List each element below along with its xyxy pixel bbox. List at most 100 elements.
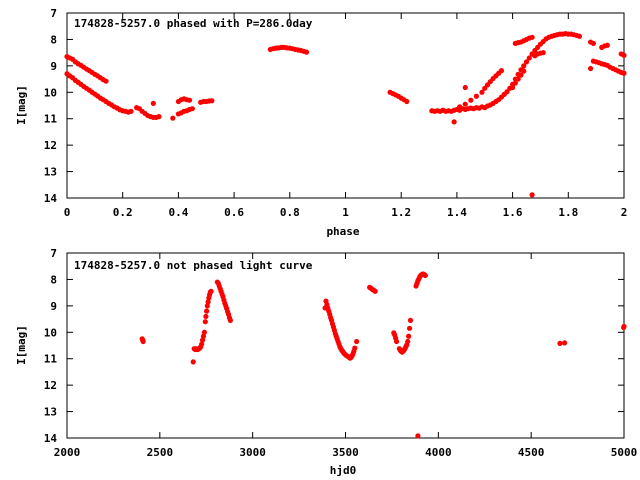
phased-data-point — [604, 42, 610, 48]
phased-plot-points — [64, 31, 627, 198]
unphased-data-point — [407, 317, 414, 323]
unphased-y-tick-label: 11 — [44, 353, 58, 366]
phased-data-point — [512, 80, 518, 86]
unphased-data-point — [322, 305, 328, 311]
phased-x-tick-label: 1.4 — [447, 206, 467, 219]
unphased-data-point — [201, 329, 207, 335]
phased-x-tick-label: 1.6 — [503, 206, 523, 219]
phased-y-tick-label: 11 — [44, 113, 58, 126]
unphased-data-point — [406, 325, 413, 331]
phased-data-point — [482, 85, 488, 91]
unphased-y-tick-label: 8 — [50, 273, 57, 286]
unphased-data-point — [561, 340, 568, 346]
unphased-data-point — [422, 272, 428, 279]
unphased-data-point — [372, 288, 378, 294]
phased-data-point — [303, 49, 310, 55]
phased-data-point — [509, 84, 516, 91]
unphased-data-point — [405, 338, 411, 345]
unphased-data-point — [140, 338, 146, 345]
unphased-x-tick-label: 2500 — [147, 446, 174, 459]
phased-data-point — [498, 68, 505, 74]
unphased-data-point — [352, 345, 358, 351]
phased-data-point — [521, 68, 527, 74]
phased-y-tick-label: 8 — [50, 33, 57, 46]
phased-data-point — [457, 104, 463, 110]
phased-data-point — [590, 40, 596, 46]
phased-data-point — [587, 65, 594, 72]
phased-y-tick-label: 13 — [44, 166, 57, 179]
phased-data-point — [462, 101, 468, 107]
unphased-data-point — [190, 359, 196, 365]
unphased-plot-x-axis-label: hjd0 — [330, 464, 357, 477]
phased-data-point — [515, 76, 521, 82]
unphased-x-tick-label: 3500 — [332, 446, 359, 459]
phased-data-point — [189, 106, 195, 112]
phased-data-point — [621, 70, 627, 76]
unphased-light-curve-panel: 2000 2500 3000 3500 4000 4500 5000 7 8 9 10 11 12 13 1… — [15, 247, 637, 477]
phased-plot-title: 174828-5257.0 phased with P=286.0day — [74, 17, 313, 30]
phased-data-point — [150, 100, 156, 106]
phased-data-point — [473, 93, 479, 99]
unphased-plot-frame — [66, 252, 625, 439]
phased-data-point — [156, 114, 162, 120]
phased-y-tick-label: 7 — [50, 7, 57, 20]
unphased-data-point — [354, 338, 360, 345]
unphased-data-point — [203, 313, 209, 320]
phased-data-point — [576, 33, 583, 39]
phased-x-tick-label: 2 — [621, 206, 628, 219]
phased-plot-ticks: 0 0.2 0.4 0.6 0.8 1 1.2 1.4 1.6 1.8 2 7 8 9 10 11 12 13 14 — [44, 7, 628, 219]
phased-data-point — [479, 89, 485, 95]
phased-x-tick-label: 0.6 — [224, 206, 244, 219]
unphased-x-tick-label: 2000 — [54, 446, 81, 459]
unphased-data-point — [415, 433, 421, 439]
phased-data-point — [540, 50, 546, 56]
phased-light-curve-panel: 0 0.2 0.4 0.6 0.8 1 1.2 1.4 1.6 1.8 2 7 8 9 10 11 12 13 14… — [15, 7, 627, 238]
phased-data-point — [404, 98, 410, 105]
unphased-data-point — [393, 338, 400, 345]
unphased-x-tick-label: 4500 — [518, 446, 545, 459]
phased-y-tick-label: 10 — [44, 86, 57, 99]
phased-data-point — [209, 98, 215, 104]
unphased-data-point — [208, 288, 214, 294]
unphased-x-tick-label: 3000 — [239, 446, 266, 459]
unphased-plot-y-axis-label: I[mag] — [15, 325, 28, 365]
phased-y-tick-label: 9 — [50, 60, 57, 73]
unphased-y-tick-label: 9 — [50, 300, 57, 313]
unphased-data-point — [204, 303, 210, 309]
phased-data-point — [103, 78, 109, 84]
phased-data-point — [128, 108, 134, 114]
unphased-y-tick-label: 7 — [50, 247, 57, 260]
phased-data-point — [451, 119, 457, 125]
unphased-data-point — [406, 333, 412, 339]
phased-data-point — [462, 84, 468, 91]
phased-x-tick-label: 0.8 — [280, 206, 300, 219]
phased-plot-y-axis-label: I[mag] — [15, 85, 28, 125]
phased-plot-frame — [66, 12, 625, 199]
phased-data-point — [186, 97, 193, 103]
unphased-x-tick-label: 5000 — [611, 446, 638, 459]
phased-x-tick-label: 0.2 — [113, 206, 133, 219]
unphased-y-tick-label: 13 — [44, 406, 57, 419]
phased-x-tick-label: 0 — [64, 206, 71, 219]
unphased-plot-points — [139, 271, 627, 439]
unphased-data-point — [200, 333, 207, 339]
unphased-data-point — [199, 341, 205, 347]
phased-data-point — [521, 63, 527, 69]
phased-x-tick-label: 1.8 — [558, 206, 578, 219]
phased-data-point — [621, 52, 627, 58]
phased-data-point — [170, 115, 176, 121]
unphased-plot-title: 174828-5257.0 not phased light curve — [74, 259, 313, 272]
phased-data-point — [518, 72, 524, 78]
unphased-data-point — [621, 323, 627, 330]
phased-data-point — [468, 97, 474, 103]
phased-plot-x-axis-label: phase — [326, 225, 359, 238]
unphased-plot-ticks: 2000 2500 3000 3500 4000 4500 5000 7 8 9 10 11 12 13 1… — [44, 247, 638, 459]
phased-x-tick-label: 1 — [342, 206, 349, 219]
phased-data-point — [526, 55, 532, 61]
unphased-y-tick-label: 12 — [44, 379, 57, 392]
unphased-y-tick-label: 10 — [44, 326, 57, 339]
unphased-data-point — [557, 340, 563, 346]
phased-x-tick-label: 0.4 — [168, 206, 188, 219]
